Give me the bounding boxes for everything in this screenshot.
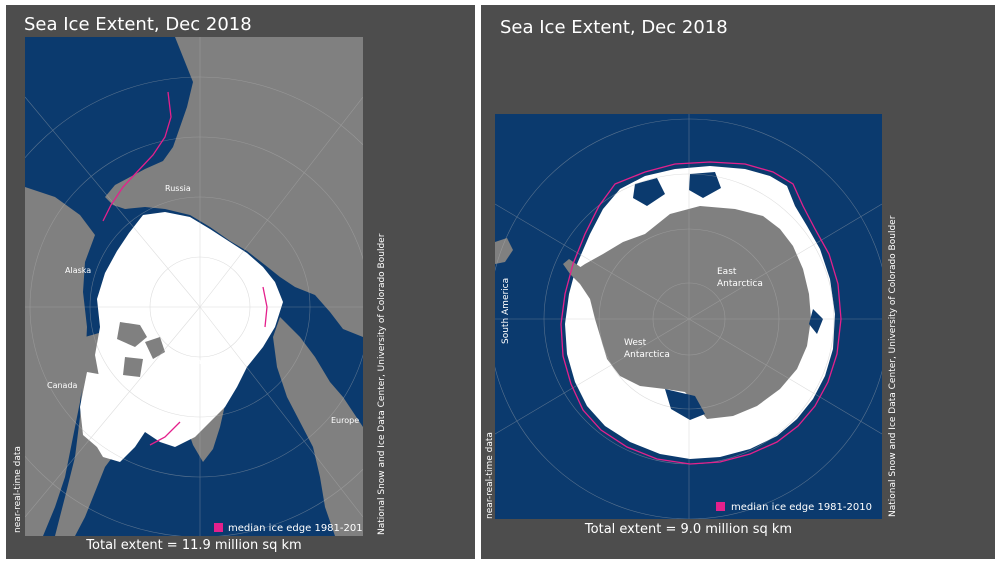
antarctic-credit-text: National Snow and Ice Data Center, Unive…: [888, 215, 898, 517]
antarctic-graticule: [495, 114, 882, 519]
antarctica-landmass: [570, 206, 811, 419]
europe-landmass: [273, 317, 363, 536]
label-west-antarctica-line2: Antarctica: [624, 350, 670, 360]
antarctic-title: Sea Ice Extent, Dec 2018: [500, 17, 728, 38]
arctic-total-extent: Total extent = 11.9 million sq km: [86, 538, 302, 553]
arctic-map: Russia Alaska Canada Greenland Europe me…: [25, 37, 363, 536]
antarctic-peninsula: [563, 259, 590, 282]
hudson-bay-ice: [80, 372, 135, 447]
arctic-sea-ice: [91, 212, 283, 462]
label-east-antarctica-line1: East: [717, 267, 737, 277]
label-canada: Canada: [47, 381, 78, 390]
arctic-legend: median ice edge 1981-2010: [214, 523, 363, 534]
label-west-antarctica-line1: West: [624, 338, 647, 348]
legend-label: median ice edge 1981-2010: [228, 523, 363, 534]
label-europe: Europe: [331, 416, 359, 425]
antarctic-map: East Antarctica West Antarctica South Am…: [495, 114, 882, 519]
arctic-title: Sea Ice Extent, Dec 2018: [24, 14, 252, 35]
arctic-credit-text: National Snow and Ice Data Center, Unive…: [377, 233, 387, 535]
antarctic-median-ice-edge: [560, 161, 842, 465]
legend-swatch: [214, 523, 223, 532]
north-america-landmass: [25, 187, 95, 536]
legend-swatch: [716, 502, 725, 511]
antarctic-status-text: near-real-time data: [485, 432, 495, 519]
arctic-status-text: near-real-time data: [13, 446, 23, 533]
ice-polynya: [633, 172, 823, 420]
antarctic-legend: median ice edge 1981-2010: [716, 502, 872, 513]
antarctic-panel: Sea Ice Extent, Dec 2018: [481, 5, 995, 559]
label-east-antarctica-line2: Antarctica: [717, 279, 763, 289]
arctic-median-ice-edge: [102, 91, 268, 446]
russia-landmass: [105, 37, 363, 337]
label-greenland: Greenland: [177, 357, 219, 366]
canadian-islands: [117, 322, 165, 377]
label-alaska: Alaska: [65, 266, 91, 275]
arctic-graticule: [25, 37, 363, 536]
label-south-america: South America: [501, 278, 511, 344]
label-russia: Russia: [165, 184, 191, 193]
south-america-tip: [495, 238, 513, 264]
antarctic-total-extent: Total extent = 9.0 million sq km: [584, 522, 793, 537]
arctic-panel: Sea Ice Extent, Dec 2018: [6, 5, 475, 559]
legend-label: median ice edge 1981-2010: [731, 502, 872, 513]
